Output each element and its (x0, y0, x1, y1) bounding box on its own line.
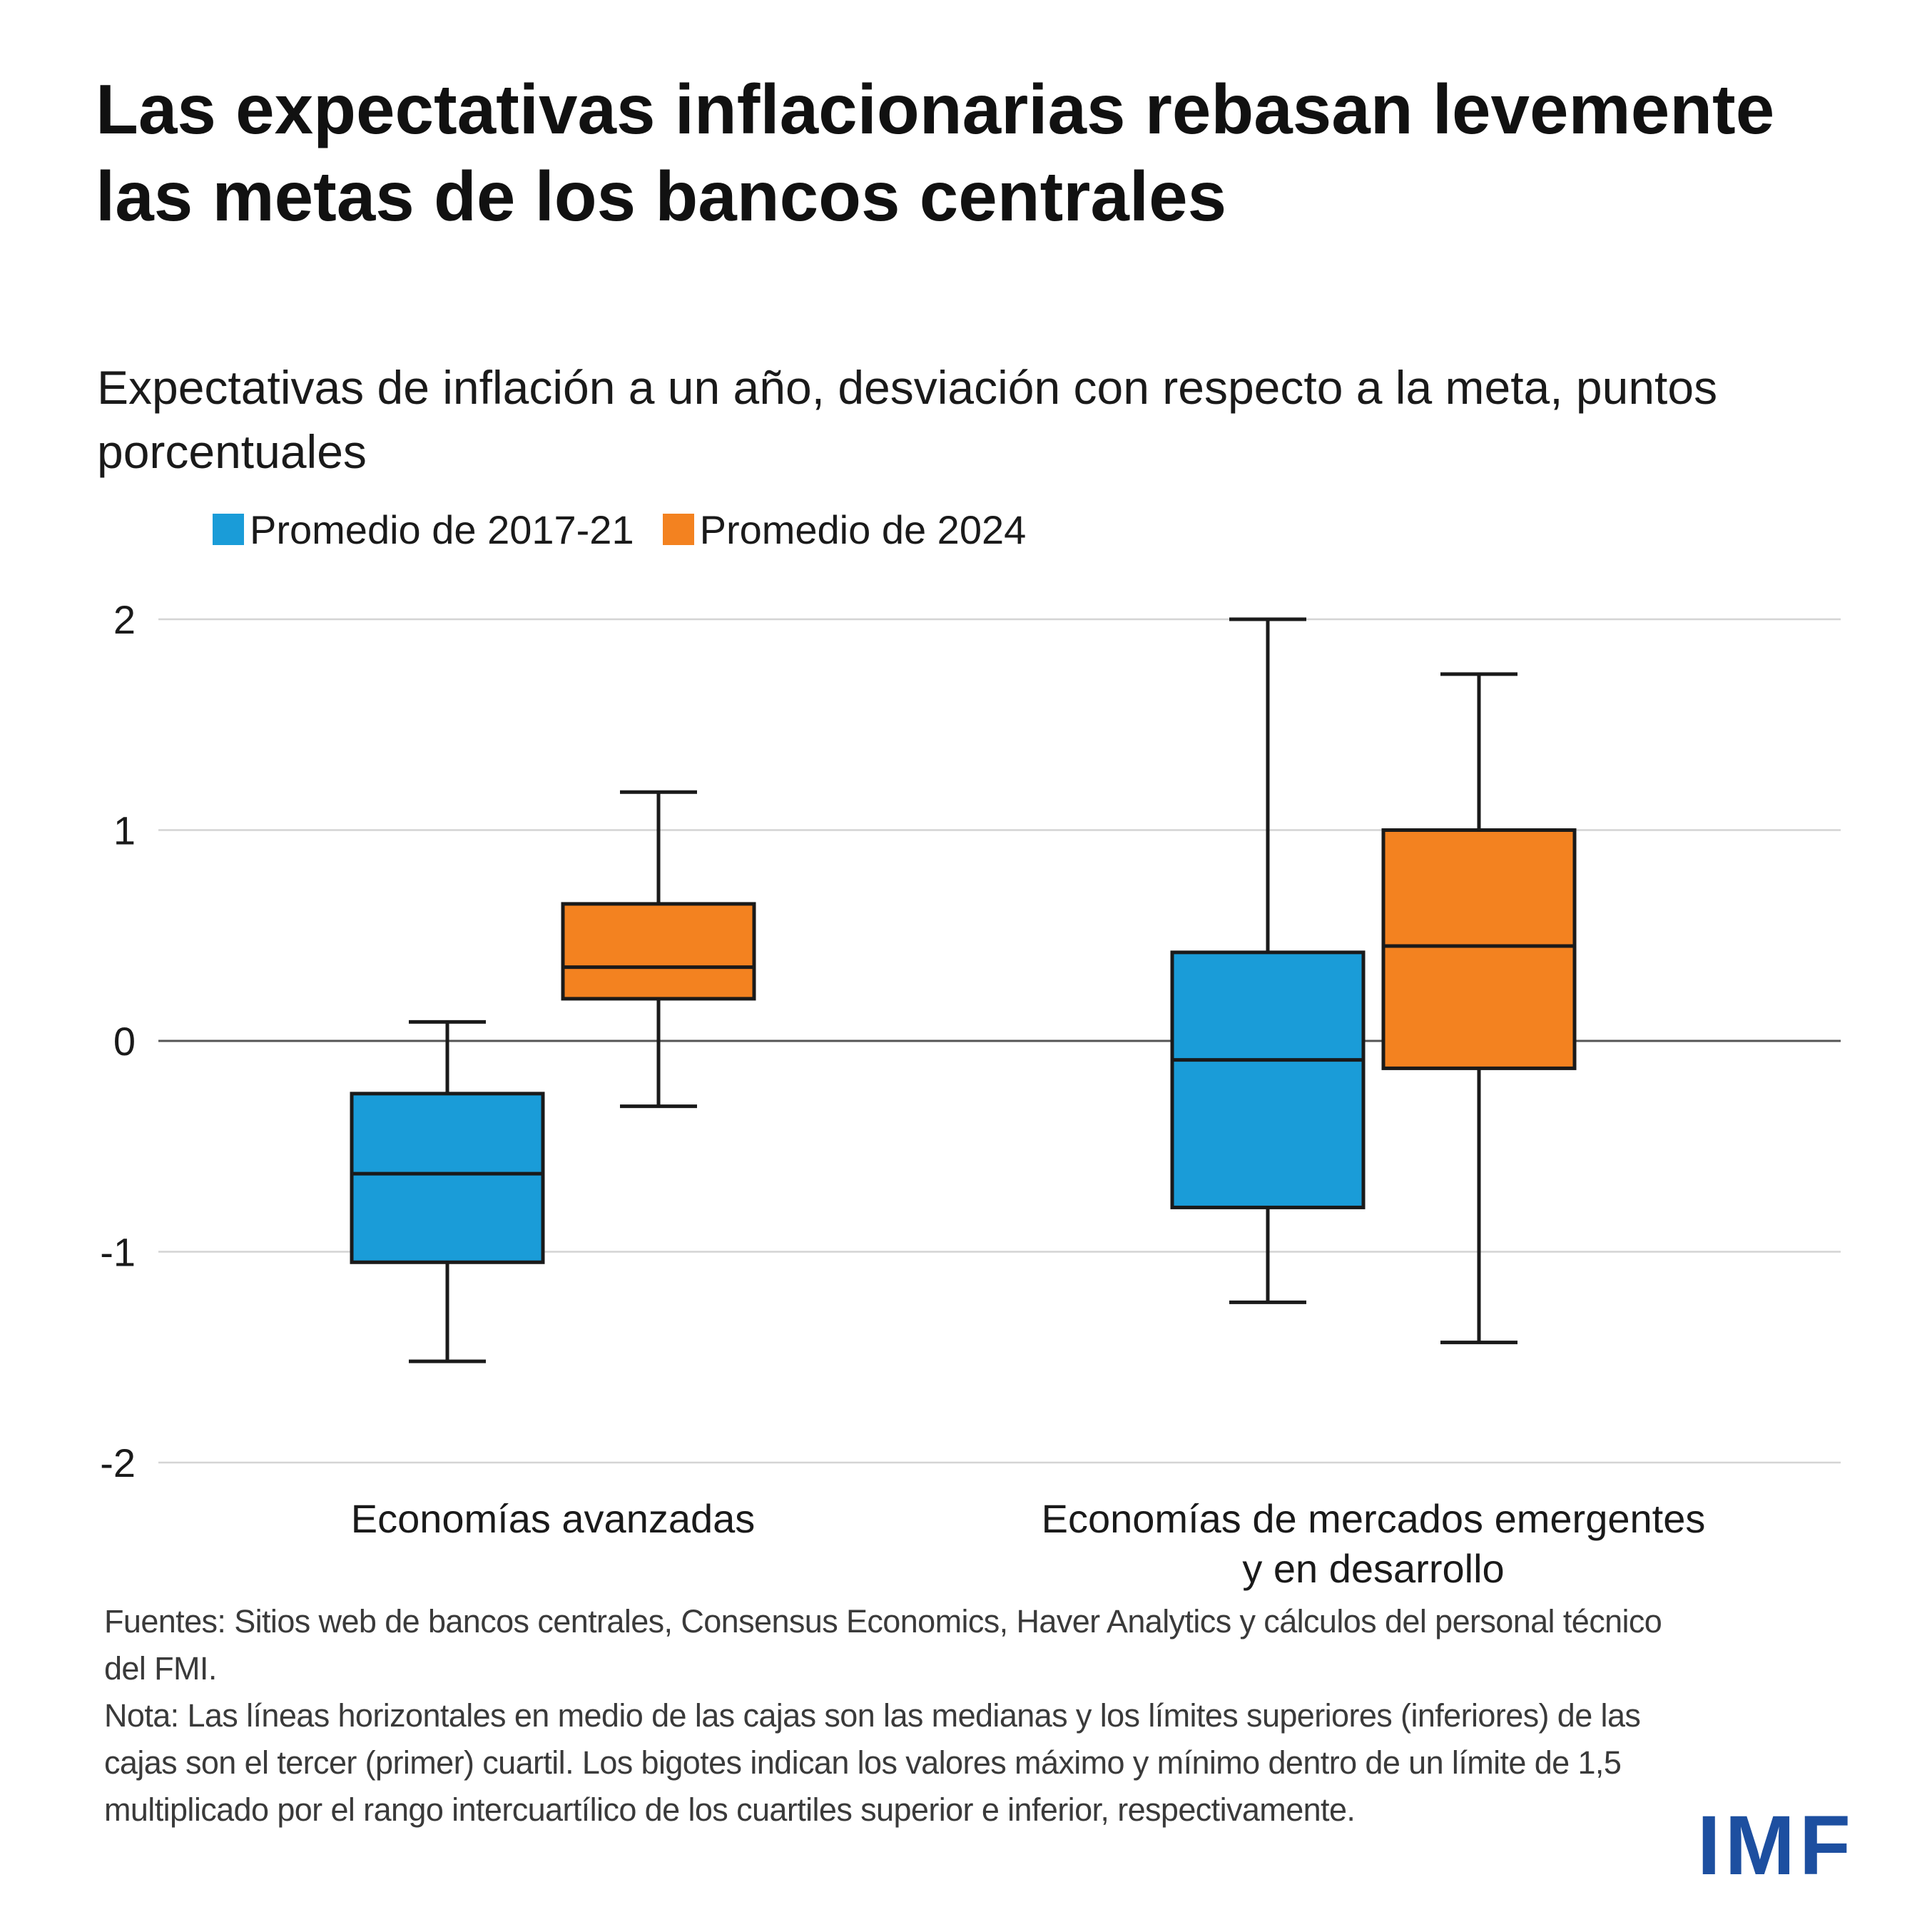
iqr-box (1170, 950, 1366, 1209)
legend-label-2017-21: Promedio de 2017-21 (250, 507, 634, 552)
chart-notes: Fuentes: Sitios web de bancos centrales,… (104, 1598, 1709, 1834)
y-tick-label: 0 (113, 1019, 136, 1064)
legend-swatch-blue (213, 514, 244, 545)
methodology-note: Nota: Las líneas horizontales en medio d… (104, 1697, 1641, 1828)
legend: Promedio de 2017-21 Promedio de 2024 (213, 501, 1054, 558)
x-category-label-line: Economías avanzadas (351, 1496, 756, 1541)
legend-item-2024: Promedio de 2024 (662, 507, 1027, 553)
chart-subtitle: Expectativas de inflación a un año, desv… (97, 361, 1718, 478)
iqr-box (561, 902, 756, 1001)
sources-note: Fuentes: Sitios web de bancos centrales,… (104, 1603, 1662, 1687)
y-tick-label: -1 (100, 1230, 136, 1275)
legend-item-2017-21: Promedio de 2017-21 (213, 507, 634, 553)
x-category-label-line: y en desarrollo (1242, 1546, 1504, 1591)
legend-swatch-orange (662, 514, 694, 545)
legend-label-2024: Promedio de 2024 (699, 507, 1027, 552)
y-tick-label: 1 (113, 808, 136, 853)
x-category-label: Economías de mercados emergentes y en des… (1042, 1496, 1706, 1591)
iqr-box (350, 1092, 545, 1264)
x-category-label-line: Economías de mercados emergentes (1042, 1496, 1706, 1541)
y-tick-label: 2 (113, 597, 136, 642)
x-category-label: Economías avanzadas (351, 1496, 756, 1541)
iqr-box (1381, 828, 1577, 1070)
chart-title: Las expectativas inflacionarias rebasan … (96, 70, 1775, 235)
y-tick-label: -2 (100, 1440, 136, 1485)
imf-logo: IMF (1697, 1799, 1855, 1893)
